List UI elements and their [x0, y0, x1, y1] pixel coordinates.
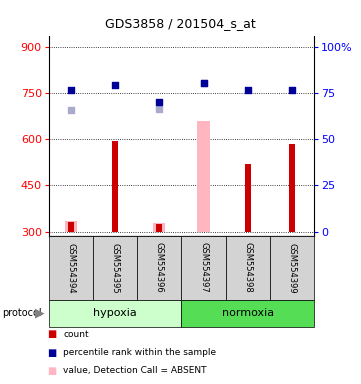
Text: GSM554397: GSM554397: [199, 242, 208, 293]
Point: [112, 82, 118, 88]
Point: [68, 107, 74, 113]
Text: GSM554398: GSM554398: [243, 242, 252, 293]
Point: [201, 80, 206, 86]
Point: [156, 106, 162, 112]
Text: ■: ■: [47, 366, 56, 376]
Text: ■: ■: [47, 329, 56, 339]
Text: normoxia: normoxia: [222, 308, 274, 318]
Text: GDS3858 / 201504_s_at: GDS3858 / 201504_s_at: [105, 17, 256, 30]
Text: GSM554395: GSM554395: [110, 243, 119, 293]
Bar: [68, 222, 74, 232]
Point: [156, 99, 162, 105]
Bar: [245, 164, 251, 232]
Text: protocol: protocol: [2, 308, 42, 318]
Text: count: count: [63, 329, 89, 339]
Text: GSM554394: GSM554394: [66, 243, 75, 293]
Point: [68, 86, 74, 93]
Bar: [156, 223, 162, 232]
Text: GSM554396: GSM554396: [155, 242, 164, 293]
Bar: [65, 221, 77, 232]
Text: percentile rank within the sample: percentile rank within the sample: [63, 348, 216, 357]
Point: [289, 86, 295, 93]
Bar: [112, 141, 118, 232]
Text: ▶: ▶: [35, 307, 45, 320]
Bar: [153, 223, 165, 232]
Text: GSM554399: GSM554399: [287, 243, 296, 293]
Point: [245, 86, 251, 93]
Text: hypoxia: hypoxia: [93, 308, 137, 318]
Bar: [289, 144, 295, 232]
Bar: [197, 121, 210, 232]
Text: ■: ■: [47, 348, 56, 358]
Text: value, Detection Call = ABSENT: value, Detection Call = ABSENT: [63, 366, 207, 376]
Point: [201, 80, 206, 86]
